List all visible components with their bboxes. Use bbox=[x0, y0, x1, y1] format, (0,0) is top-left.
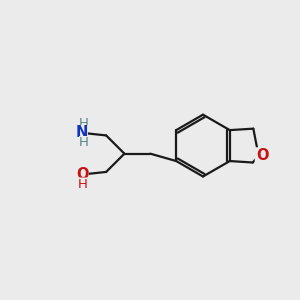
Text: O: O bbox=[256, 148, 268, 164]
Text: H: H bbox=[79, 136, 89, 149]
Text: H: H bbox=[79, 117, 89, 130]
Text: O: O bbox=[76, 167, 89, 182]
Text: H: H bbox=[78, 178, 88, 190]
Text: N: N bbox=[76, 125, 88, 140]
